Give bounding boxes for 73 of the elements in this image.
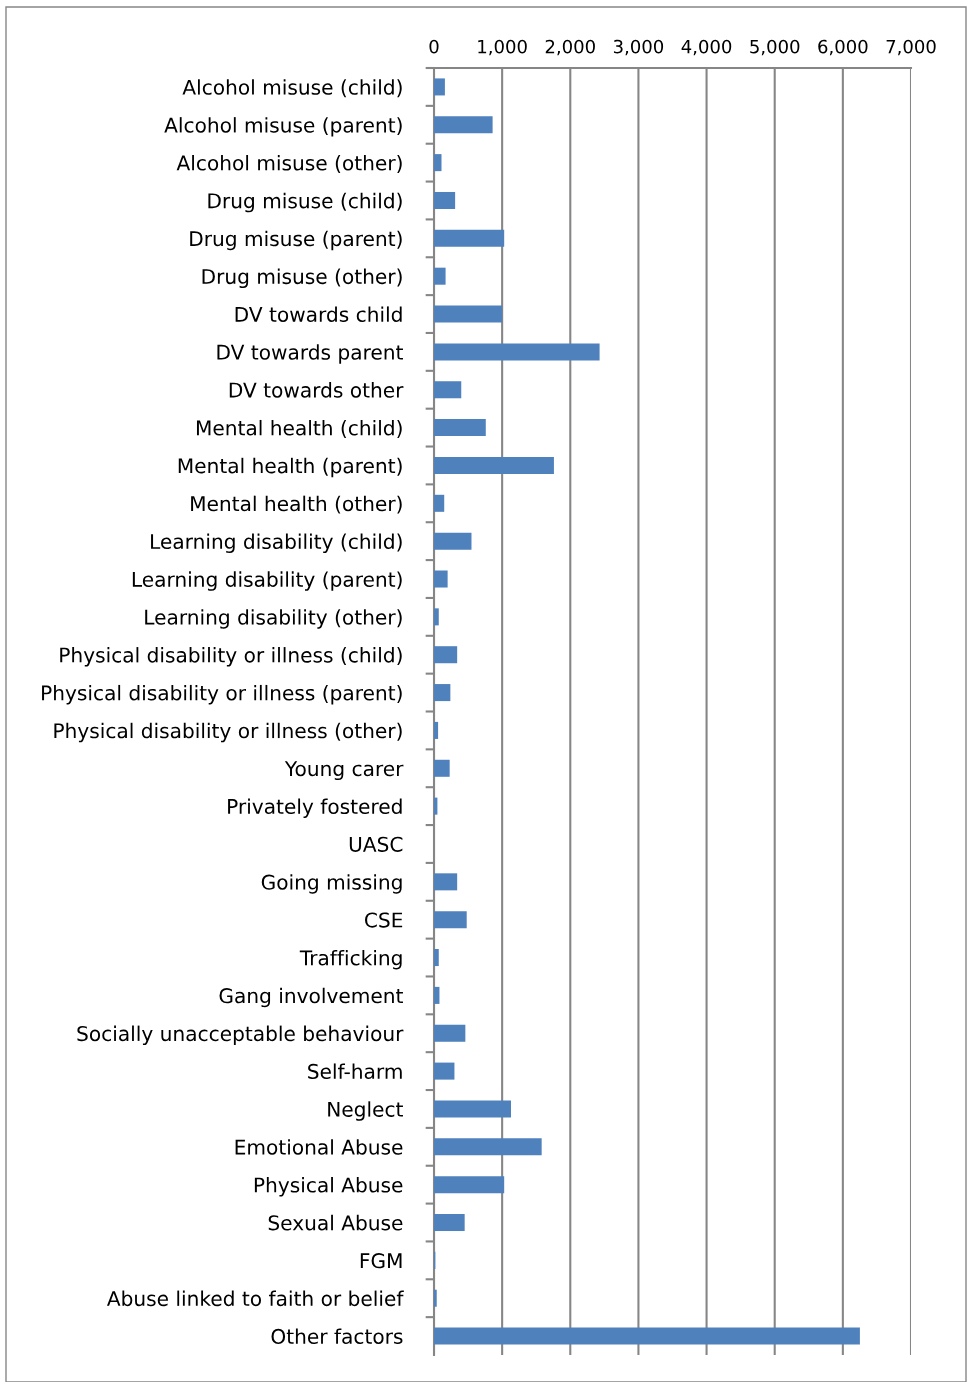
y-tick-label: Learning disability (other) (145, 609, 402, 629)
y-tick-label: Going missing (261, 874, 402, 894)
x-tick-label: 3,000 (613, 39, 664, 56)
y-tick-label: Mental health (other) (191, 495, 402, 514)
bar (434, 532, 472, 550)
bar (434, 154, 442, 172)
y-tick-label: Privately fostered (228, 798, 402, 818)
bar (434, 1214, 465, 1232)
y-tick-label: Alcohol misuse (child) (182, 79, 402, 98)
bar (434, 456, 554, 474)
y-tick-label: Socially unacceptable behaviour (77, 1025, 404, 1046)
bar (434, 419, 486, 437)
bar (434, 684, 451, 702)
bar (434, 759, 450, 777)
bar (434, 78, 445, 96)
y-tick-label: Trafficking (299, 949, 402, 970)
y-tick-label: Physical Abuse (254, 1177, 403, 1197)
y-tick-label: DV towards parent (217, 344, 403, 364)
bar (434, 1176, 505, 1194)
y-tick-label: Learning disability (child) (151, 533, 402, 553)
bar (434, 873, 458, 891)
y-tick-label: Abuse linked to faith or belief (106, 1290, 404, 1307)
y-tick-label: Young carer (284, 761, 404, 781)
y-tick-label: Neglect (328, 1101, 403, 1121)
bar (434, 911, 467, 929)
x-tick-label: 5,000 (750, 39, 800, 56)
bar (434, 721, 439, 739)
bar (434, 1024, 466, 1042)
bar (434, 608, 439, 626)
bar (434, 986, 440, 1004)
y-tick-label: Mental health (child) (196, 419, 402, 438)
x-tick-label: 2,000 (545, 39, 595, 56)
y-tick-label: UASC (349, 836, 403, 852)
bar (434, 305, 503, 323)
y-tick-label: DV towards other (229, 382, 404, 398)
y-tick-label: Drug misuse (parent) (190, 230, 402, 251)
bar (434, 1289, 437, 1307)
bar (434, 1100, 511, 1118)
y-tick-label: DV towards child (235, 306, 402, 322)
bar (434, 116, 493, 134)
y-tick-label: Gang involvement (219, 987, 403, 1008)
y-tick-label: CSE (365, 912, 403, 928)
x-tick-label: 7,000 (886, 39, 936, 56)
bar (434, 381, 462, 399)
y-tick-label: Drug misuse (child) (208, 192, 402, 213)
bar (434, 343, 600, 361)
x-tick-label: 6,000 (818, 39, 868, 56)
y-tick-label: Physical disability or illness (other) (54, 722, 402, 743)
bar (434, 191, 456, 209)
y-tick-label: FGM (360, 1253, 402, 1269)
y-tick-label: Emotional Abuse (235, 1139, 403, 1155)
bar (434, 949, 439, 967)
y-tick-label: Learning disability (parent) (132, 571, 402, 591)
x-tick-label: 4,000 (681, 39, 732, 56)
x-tick-label: 0 (429, 39, 439, 54)
y-tick-label: Self-harm (308, 1063, 402, 1080)
bar (434, 1062, 455, 1080)
y-tick-label: Physical disability or illness (child) (60, 647, 402, 667)
y-tick-label: Alcohol misuse (parent) (164, 117, 402, 137)
bar (434, 1138, 542, 1156)
y-tick-label: Sexual Abuse (268, 1214, 403, 1231)
y-tick-label: Physical disability or illness (parent) (42, 684, 402, 705)
bar (434, 229, 505, 247)
y-tick-label: Alcohol misuse (other) (176, 154, 402, 173)
bar (434, 494, 445, 512)
y-tick-label: Drug misuse (other) (202, 268, 402, 289)
x-tick-label: 1,000 (478, 39, 527, 56)
y-tick-label: Other factors (271, 1328, 403, 1345)
bar (434, 570, 448, 588)
bar (434, 267, 446, 285)
y-tick-label: Mental health (parent) (178, 457, 402, 478)
bar (434, 646, 458, 664)
bar (434, 1327, 860, 1345)
